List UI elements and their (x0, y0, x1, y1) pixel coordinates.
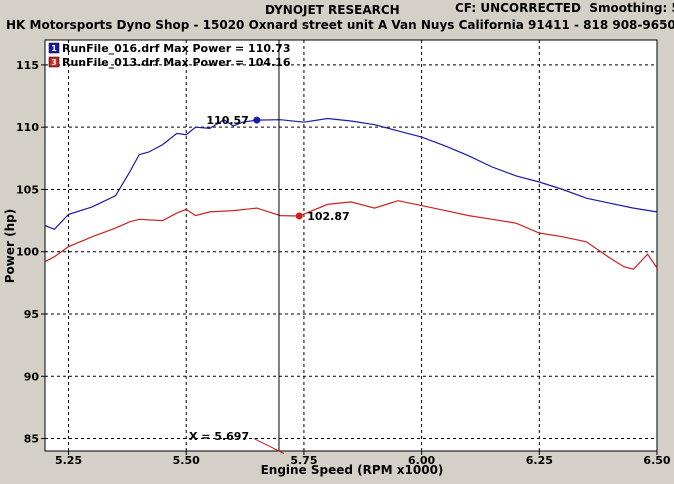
legend-swatch-2 (48, 56, 60, 68)
y-tick-label: 85 (24, 433, 39, 446)
legend-number-2: 3 (51, 58, 57, 67)
cursor-readout: X = 5.697 (189, 430, 249, 443)
correction-factor-label: CF: UNCORRECTED (455, 1, 581, 15)
peak-marker-2 (295, 212, 303, 220)
legend-swatch-1 (48, 42, 60, 54)
x-tick-label: 6.50 (643, 454, 670, 467)
cursor-group[interactable]: X = 5.697 (189, 40, 285, 454)
y-tick-label: 100 (16, 246, 39, 259)
legend: 1 RunFile_016.drf Max Power = 110.73 3 RunF… (48, 42, 291, 69)
y-tick-label: 115 (16, 59, 39, 72)
series-line-1 (44, 117, 658, 231)
grid-lines (45, 40, 657, 451)
x-axis-ticks: 5.25 5.50 5.75 6.00 6.25 6.50 (55, 451, 671, 467)
peak-marker-label-1: 110.57 (206, 114, 248, 127)
legend-entry-1: RunFile_016.drf Max Power = 110.73 (62, 42, 291, 55)
y-axis-label: Power (hp) (3, 209, 17, 283)
smoothing-label: Smoothing: 5 (589, 1, 674, 15)
legend-number-1: 1 (51, 44, 57, 53)
header-shop-info: HK Motorsports Dyno Shop - 15020 Oxnard … (6, 18, 674, 32)
x-tick-label: 5.25 (55, 454, 82, 467)
peak-markers: 110.57 102.87 (206, 114, 349, 223)
x-tick-label: 6.25 (526, 454, 553, 467)
y-tick-label: 110 (16, 121, 39, 134)
series-lines (44, 117, 658, 270)
cursor-leader (253, 438, 285, 454)
y-tick-label: 105 (16, 183, 39, 196)
series-line-2 (44, 200, 658, 270)
header-research: DYNOJET RESEARCH (265, 3, 400, 17)
y-tick-label: 95 (24, 308, 39, 321)
x-axis-label: Engine Speed (RPM x1000) (261, 463, 444, 477)
y-tick-label: 90 (24, 370, 40, 383)
plot-area[interactable] (44, 39, 658, 452)
y-axis-ticks: 85 90 95 100 105 110 115 (16, 59, 45, 446)
header-correction: CF: UNCORRECTED Smoothing: 5 (455, 1, 674, 15)
x-tick-label: 5.75 (290, 454, 317, 467)
legend-entry-2: RunFile_013.drf Max Power = 104.16 (62, 56, 291, 69)
x-tick-label: 6.00 (408, 454, 435, 467)
peak-marker-1 (253, 116, 261, 124)
x-tick-label: 5.50 (173, 454, 200, 467)
peak-marker-label-2: 102.87 (307, 210, 349, 223)
